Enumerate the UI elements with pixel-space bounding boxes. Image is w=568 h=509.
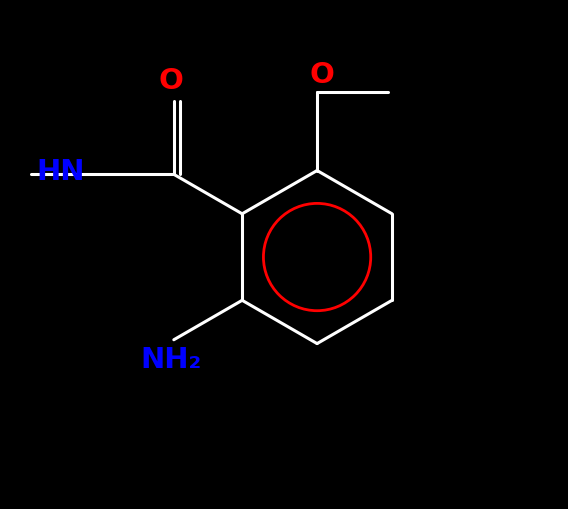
Text: HN: HN [36,158,85,186]
Text: O: O [310,61,335,90]
Text: NH₂: NH₂ [141,346,202,374]
Text: O: O [159,67,183,95]
